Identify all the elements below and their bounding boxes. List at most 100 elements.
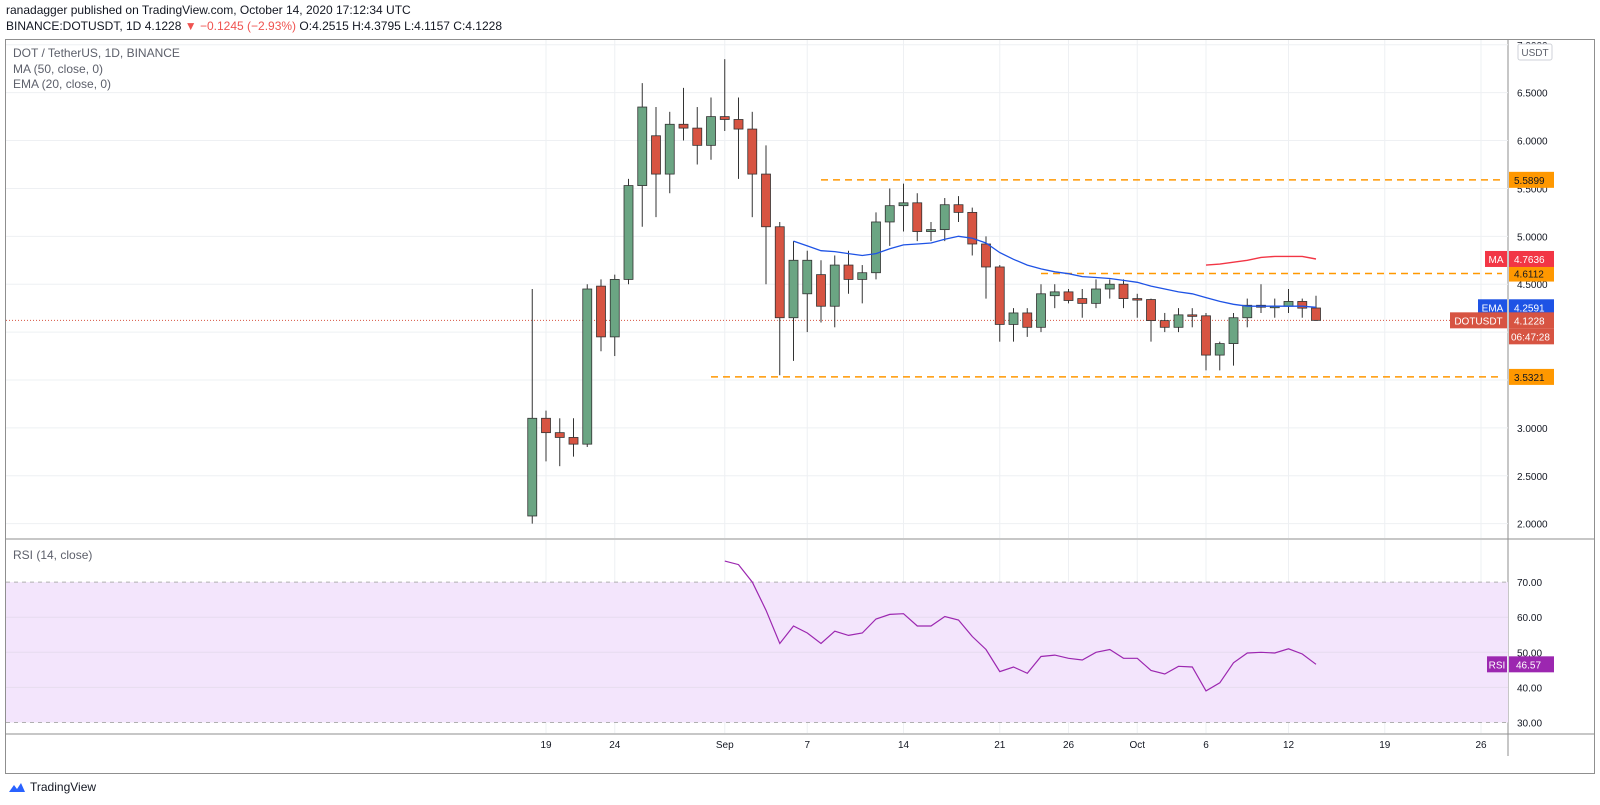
candle-body	[1022, 312, 1033, 328]
candle	[527, 289, 538, 524]
candle	[816, 260, 826, 323]
candle	[1214, 341, 1225, 371]
candle	[1063, 289, 1074, 304]
candle	[733, 97, 744, 179]
ma-legend: MA (50, close, 0)	[13, 62, 104, 76]
candle-body	[747, 128, 758, 175]
candle	[596, 279, 606, 352]
candle-body	[678, 123, 689, 129]
candle-body	[1297, 301, 1308, 309]
candle-body	[596, 285, 606, 338]
candle-body	[527, 417, 538, 517]
candle	[568, 418, 579, 457]
candle-body	[1201, 315, 1211, 356]
candle-body	[733, 119, 744, 130]
indicator-name-label: RSI	[1489, 660, 1506, 671]
candle	[761, 145, 771, 285]
symbol-ohlc-line: BINANCE:DOTUSDT, 1D 4.1228 ▼ −0.1245 (−2…	[6, 19, 502, 33]
candle-body	[816, 274, 826, 307]
chart-legend-title: DOT / TetherUS, 1D, BINANCE	[13, 46, 180, 60]
level-tag-label: 4.6112	[1514, 270, 1544, 281]
rsi-tick-label: 40.00	[1517, 683, 1542, 694]
candle	[1022, 308, 1033, 337]
time-tick-label: 14	[898, 740, 910, 751]
symbol-label: BINANCE:DOTUSDT, 1D	[6, 19, 142, 33]
candle-body	[1104, 283, 1115, 290]
candle-body	[1049, 291, 1060, 297]
tradingview-logo[interactable]: TradingView	[8, 780, 96, 794]
rsi-legend: RSI (14, close)	[13, 548, 93, 562]
time-tick-label: 26	[1475, 740, 1487, 751]
candle-body	[1008, 312, 1019, 325]
candle-body	[1242, 304, 1253, 319]
indicator-name-tag	[1478, 299, 1507, 316]
time-tick-label: Sep	[716, 740, 734, 751]
candle-body	[568, 437, 579, 445]
candle	[1297, 298, 1308, 318]
indicator-name-label: MA	[1489, 255, 1504, 266]
candle	[637, 83, 648, 227]
level-tag-label: 3.5321	[1514, 373, 1545, 384]
time-tick-label: 21	[994, 740, 1006, 751]
candle	[1269, 298, 1280, 318]
ema-legend: EMA (20, close, 0)	[13, 77, 112, 91]
time-tick-label: 7	[804, 740, 810, 751]
indicator-name-tag	[1485, 250, 1507, 267]
candle	[843, 250, 854, 294]
level-tag	[1509, 265, 1554, 282]
level-tag-label: 5.5899	[1514, 176, 1545, 187]
candle-body	[582, 288, 593, 445]
candle	[926, 221, 936, 242]
candle-body	[871, 221, 881, 274]
price-tick-label: 2.5000	[1517, 472, 1548, 483]
ema-line	[793, 235, 1317, 308]
candle	[541, 410, 551, 462]
published-line: ranadagger published on TradingView.com,…	[6, 3, 411, 17]
price-tag	[1509, 656, 1554, 673]
price-tag-label: 46.57	[1516, 660, 1541, 671]
price-chart[interactable]: 2.00002.50003.00003.50004.00004.50005.00…	[0, 0, 1600, 780]
candle	[981, 236, 991, 299]
last-price: 4.1228	[144, 19, 182, 33]
candle	[651, 107, 661, 218]
ma-line	[1205, 255, 1317, 266]
indicator-name-tag	[1450, 312, 1507, 329]
candle	[582, 284, 593, 448]
candle-body	[1118, 283, 1129, 299]
candle	[939, 198, 950, 242]
candle-body	[609, 279, 620, 338]
candle	[829, 255, 840, 328]
currency-badge-label: USDT	[1521, 48, 1548, 59]
candle	[774, 221, 785, 376]
candle-body	[802, 259, 813, 295]
candle-body	[898, 202, 909, 207]
candle-body	[1159, 320, 1170, 328]
candle	[967, 207, 978, 256]
countdown-tag	[1509, 328, 1554, 345]
candle	[788, 241, 799, 361]
candle	[912, 193, 923, 242]
candle	[1049, 284, 1060, 309]
price-tag	[1509, 299, 1554, 316]
price-tag-label: 4.7636	[1514, 255, 1545, 266]
price-tick-label: 5.5000	[1517, 184, 1548, 195]
candle	[554, 418, 565, 467]
tradingview-cloud-icon	[9, 783, 25, 792]
candle	[1228, 312, 1239, 366]
candle-body	[1132, 298, 1143, 301]
candle	[1256, 284, 1266, 313]
indicator-name-label: EMA	[1482, 303, 1504, 314]
candle-body	[1146, 299, 1156, 322]
price-tick-label: 3.0000	[1517, 424, 1548, 435]
time-tick-label: 19	[540, 740, 552, 751]
candle-body	[761, 173, 771, 228]
candle-body	[1063, 291, 1074, 301]
candle	[719, 59, 730, 131]
candle-body	[1187, 314, 1198, 317]
candle-body	[939, 204, 950, 231]
price-tag	[1509, 250, 1554, 267]
candle	[1201, 312, 1211, 371]
time-tick-label: 24	[609, 740, 621, 751]
candle	[609, 274, 620, 357]
time-tick-label: 12	[1283, 740, 1295, 751]
